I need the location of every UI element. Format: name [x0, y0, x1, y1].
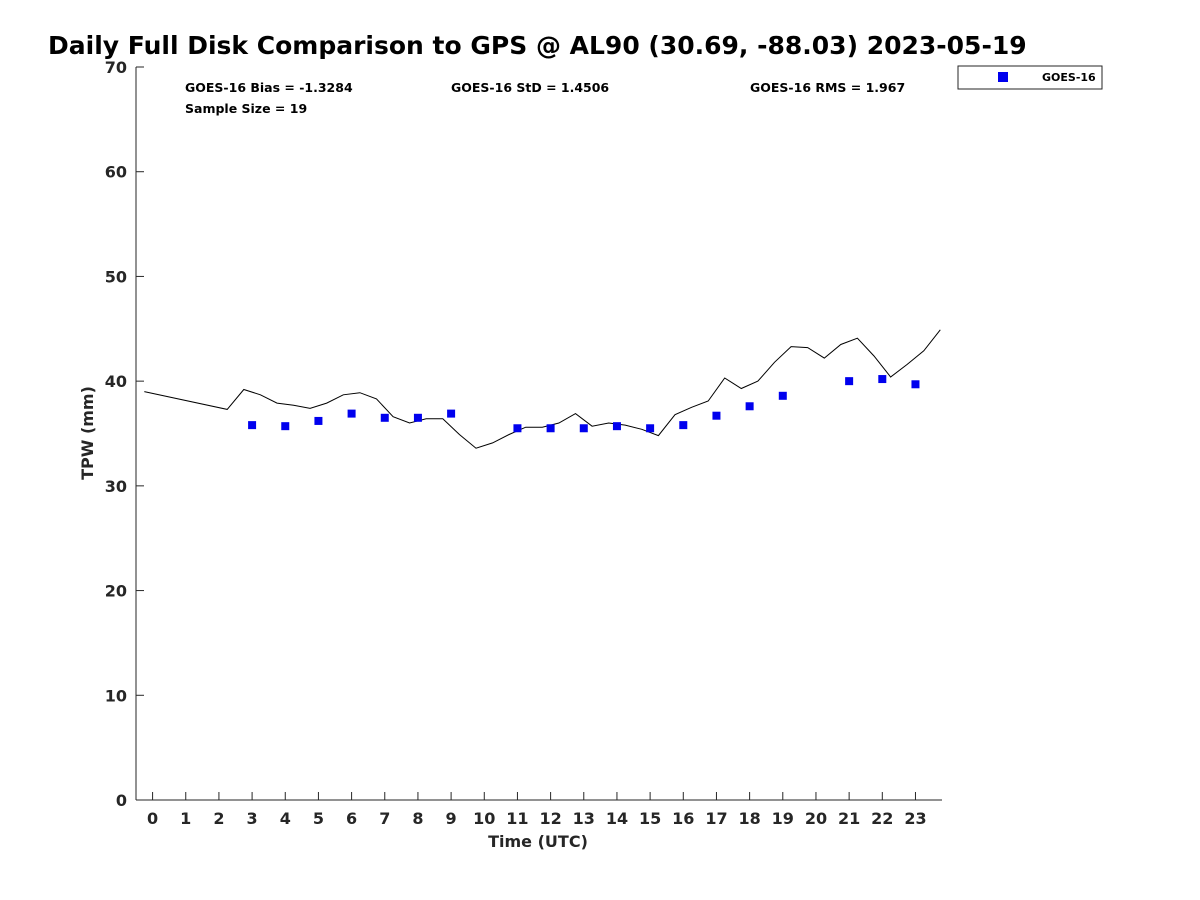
x-tick-label: 5 [313, 809, 324, 828]
goes16-point [513, 424, 522, 433]
sample-size-stat: Sample Size = 19 [185, 101, 307, 116]
x-tick-label: 4 [280, 809, 291, 828]
legend-marker [998, 72, 1008, 82]
y-axis-label: TPW (mm) [78, 386, 97, 480]
goes16-point [314, 416, 323, 425]
x-tick-label: 23 [904, 809, 926, 828]
goes16-point [347, 409, 356, 418]
goes16-point [612, 422, 621, 431]
gps-series [144, 329, 941, 449]
y-tick-label: 70 [105, 58, 127, 77]
goes16-point [281, 422, 290, 431]
x-tick-label: 6 [346, 809, 357, 828]
y-tick-label: 20 [105, 582, 127, 601]
y-ticks: 0 10 20 30 40 50 60 70 [105, 58, 144, 810]
bias-stat: GOES-16 Bias = -1.3284 [185, 80, 353, 95]
goes16-point [646, 424, 655, 433]
goes16-point [679, 421, 688, 430]
y-tick-label: 30 [105, 477, 127, 496]
x-ticks: 0 1 2 3 4 5 6 7 8 9 10 11 12 13 14 15 16 17 18 19 20 21 22 23 [147, 792, 927, 828]
x-tick-label: 21 [838, 809, 860, 828]
goes16-series [248, 375, 920, 433]
x-tick-label: 16 [672, 809, 694, 828]
gps-line [144, 329, 941, 449]
y-tick-label: 10 [105, 686, 127, 705]
goes16-point [248, 421, 257, 430]
goes16-point [878, 375, 887, 384]
x-tick-label: 17 [705, 809, 727, 828]
y-tick-label: 60 [105, 163, 127, 182]
goes16-point [911, 380, 920, 389]
plot-area [135, 67, 942, 801]
x-tick-label: 2 [213, 809, 224, 828]
x-tick-label: 0 [147, 809, 158, 828]
x-tick-label: 19 [772, 809, 794, 828]
rms-stat: GOES-16 RMS = 1.967 [750, 80, 905, 95]
legend-label: GOES-16 [1042, 71, 1096, 84]
x-tick-label: 18 [738, 809, 760, 828]
goes16-point [579, 424, 588, 433]
y-tick-label: 40 [105, 372, 127, 391]
x-tick-label: 1 [180, 809, 191, 828]
goes16-point [546, 424, 555, 433]
legend: GOES-16 [957, 65, 1103, 90]
goes16-point [778, 391, 787, 400]
goes16-point [745, 402, 754, 411]
x-tick-label: 15 [639, 809, 661, 828]
x-tick-label: 9 [446, 809, 457, 828]
y-tick-label: 0 [116, 791, 127, 810]
x-tick-label: 11 [506, 809, 528, 828]
x-tick-label: 10 [473, 809, 495, 828]
x-tick-label: 8 [412, 809, 423, 828]
goes16-point [413, 413, 422, 422]
goes16-point [380, 413, 389, 422]
std-stat: GOES-16 StD = 1.4506 [451, 80, 609, 95]
x-axis-label: Time (UTC) [488, 832, 588, 851]
x-tick-label: 7 [379, 809, 390, 828]
goes16-point [712, 411, 721, 420]
goes16-point [447, 409, 456, 418]
y-tick-label: 50 [105, 267, 127, 286]
x-tick-label: 12 [539, 809, 561, 828]
x-tick-label: 22 [871, 809, 893, 828]
x-tick-label: 3 [247, 809, 258, 828]
x-tick-label: 20 [805, 809, 827, 828]
goes16-point [845, 377, 854, 386]
x-tick-label: 13 [573, 809, 595, 828]
x-tick-label: 14 [606, 809, 628, 828]
legend-box [957, 65, 1103, 90]
chart-title: Daily Full Disk Comparison to GPS @ AL90… [48, 31, 1027, 60]
